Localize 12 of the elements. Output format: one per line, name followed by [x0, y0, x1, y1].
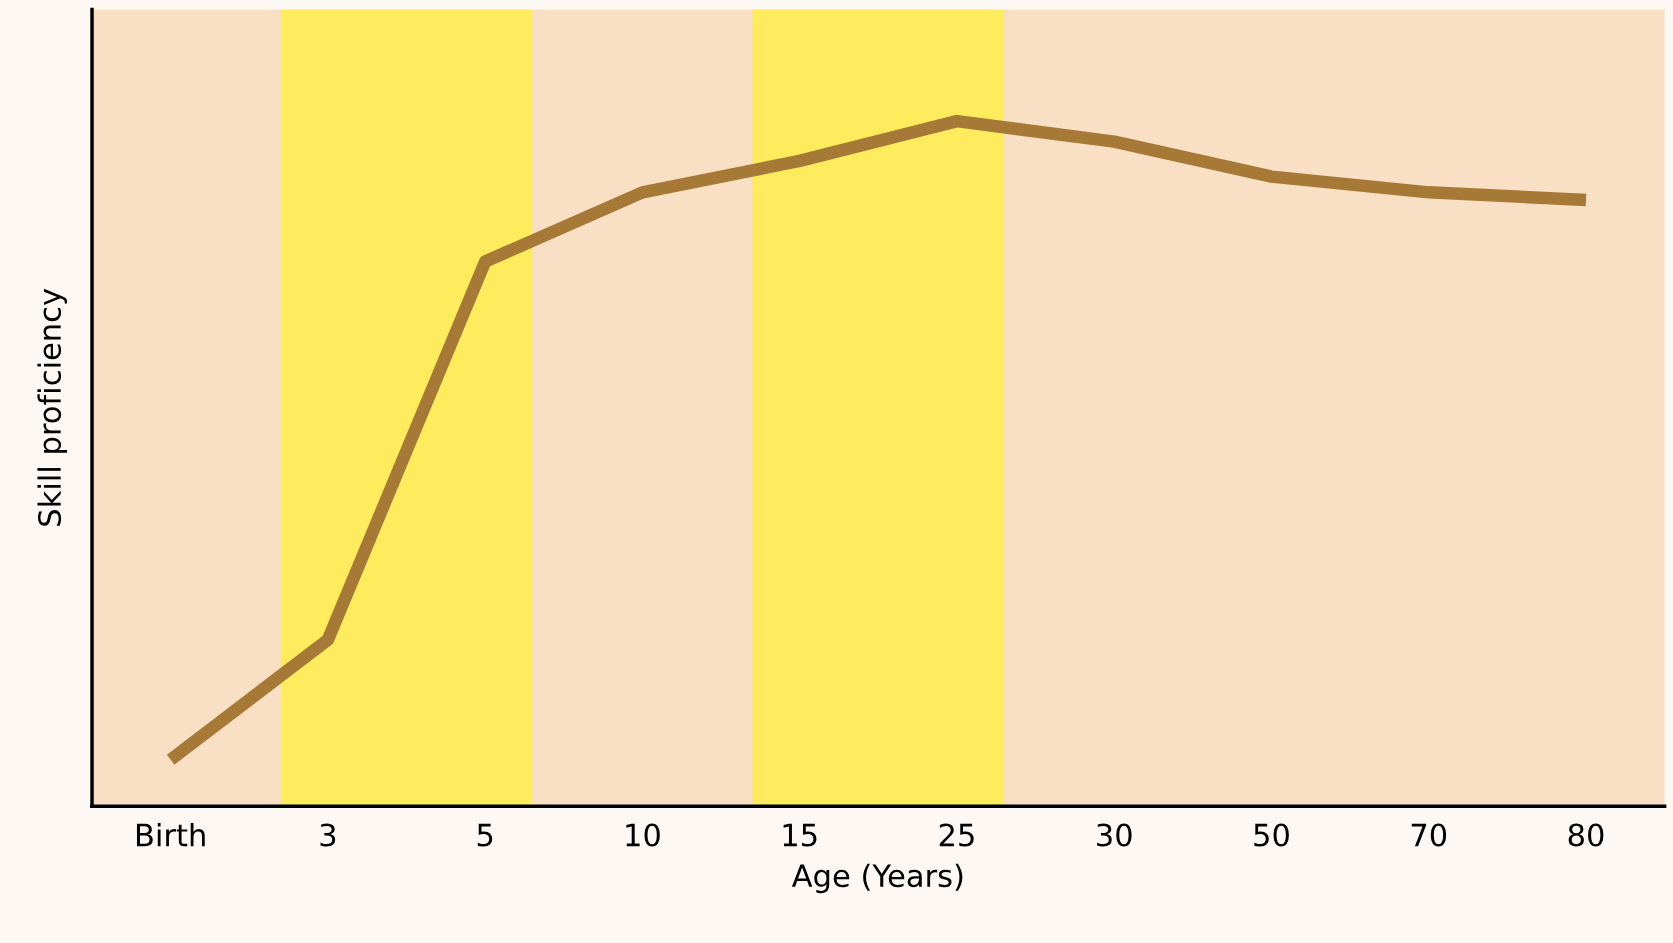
- y-axis-title: Skill proficiency: [37, 288, 68, 526]
- x-tick-label: 10: [626, 823, 660, 847]
- x-tick-label: 30: [1097, 823, 1132, 847]
- x-tick-label: 50: [1254, 823, 1289, 847]
- x-tick-label: 25: [939, 823, 974, 847]
- x-tick-label: 3: [320, 823, 336, 847]
- x-tick-label: 5: [477, 823, 493, 847]
- x-tick-label: 80: [1568, 823, 1604, 847]
- x-tick-label: 15: [783, 823, 817, 847]
- x-tick-label: 70: [1411, 823, 1447, 847]
- x-axis-title: Age (Years): [791, 863, 963, 894]
- x-tick-label: Birth: [136, 822, 205, 847]
